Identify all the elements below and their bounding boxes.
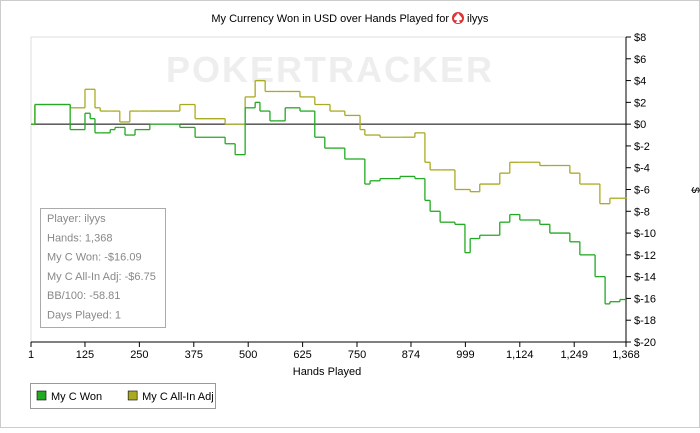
info-line: BB/100: -58.81 <box>47 290 120 302</box>
info-line: Days Played: 1 <box>47 310 121 322</box>
x-tick-label: 1 <box>28 349 34 361</box>
chart-title: My Currency Won in USD over Hands Played… <box>211 13 449 25</box>
x-tick-label: 375 <box>185 349 203 361</box>
y-tick-label: $-4 <box>634 163 650 175</box>
legend-label: My C Won <box>51 391 102 403</box>
info-box <box>40 208 166 328</box>
legend-swatch <box>127 390 138 401</box>
y-tick-label: $4 <box>634 76 646 88</box>
x-tick-label: 125 <box>76 349 94 361</box>
y-tick-label: $0 <box>634 119 646 131</box>
legend-swatch <box>36 390 47 401</box>
watermark: POKERTRACKER <box>166 49 494 90</box>
legend <box>30 383 216 409</box>
spade-icon <box>452 12 464 24</box>
info-line: My C Won: -$16.09 <box>47 252 142 264</box>
chart-title-player: ilyys <box>467 13 489 25</box>
x-tick-label: 1,124 <box>506 349 534 361</box>
series-line <box>31 101 627 305</box>
info-line: Player: ilyys <box>47 213 106 225</box>
y-tick-label: $-14 <box>634 272 656 284</box>
y-tick-label: $-20 <box>634 337 656 349</box>
info-line: My C All-In Adj: -$6.75 <box>47 271 156 283</box>
x-tick-label: 999 <box>456 349 474 361</box>
x-tick-label: 874 <box>402 349 420 361</box>
x-tick-label: 500 <box>239 349 257 361</box>
y-tick-label: $-6 <box>634 185 650 197</box>
x-tick-label: 250 <box>130 349 148 361</box>
y-tick-label: $-8 <box>634 206 650 218</box>
y-tick-label: $6 <box>634 54 646 66</box>
x-tick-label: 1,368 <box>612 349 640 361</box>
y-tick-label: $2 <box>634 97 646 109</box>
legend-label: My C All-In Adj <box>142 391 214 403</box>
y-tick-label: $-18 <box>634 315 656 327</box>
y-tick-label: $8 <box>634 32 646 44</box>
x-axis-label: Hands Played <box>293 366 362 378</box>
y-axis-label: $ <box>689 187 700 193</box>
y-tick-label: $-2 <box>634 141 650 153</box>
series-line <box>31 79 627 205</box>
x-tick-label: 750 <box>348 349 366 361</box>
info-line: Hands: 1,368 <box>47 232 112 244</box>
x-tick-label: 625 <box>293 349 311 361</box>
y-tick-label: $-16 <box>634 293 656 305</box>
y-tick-label: $-10 <box>634 228 656 240</box>
x-tick-label: 1,249 <box>560 349 588 361</box>
y-tick-label: $-12 <box>634 250 656 262</box>
